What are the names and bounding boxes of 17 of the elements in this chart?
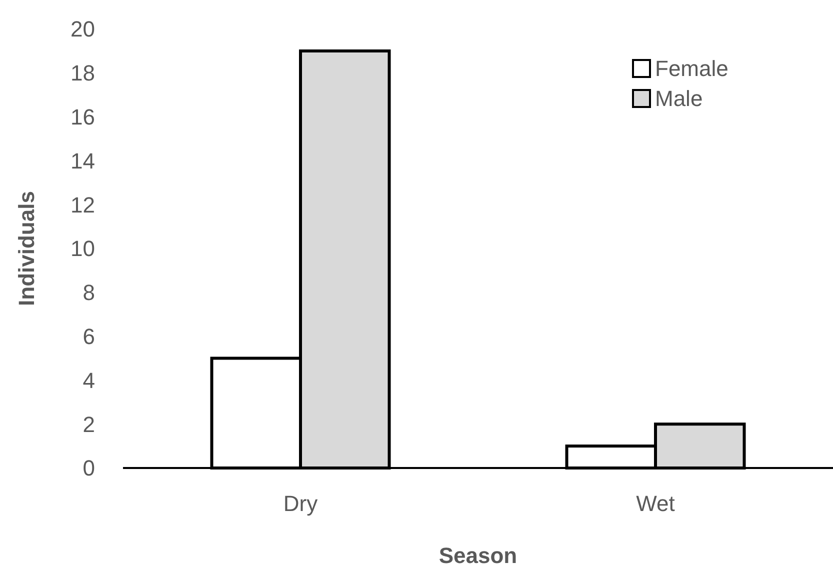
y-tick-label: 16 [70,104,95,130]
y-tick-label: 4 [82,368,95,393]
legend-label: Female [655,56,728,81]
y-tick-label: 10 [70,236,95,262]
x-tick-label: Dry [283,491,318,516]
y-tick-label: 6 [82,324,95,349]
legend-label: Male [655,86,703,111]
y-axis-title: Individuals [14,191,39,306]
y-tick-label: 8 [82,280,95,306]
y-tick-label: 0 [82,456,95,481]
y-tick-label: 12 [70,192,95,218]
y-tick-label: 2 [82,412,95,437]
y-tick-label: 18 [70,60,95,86]
x-axis-title: Season [438,543,518,568]
x-tick-label: Wet [636,491,675,516]
y-tick-label: 20 [70,16,95,42]
y-tick-label: 14 [70,148,95,174]
